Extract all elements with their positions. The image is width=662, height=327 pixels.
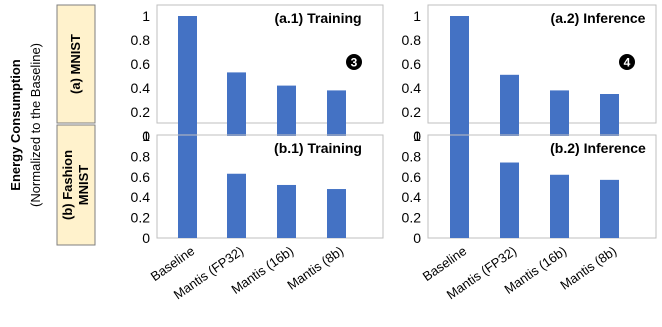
annotation-number: 3 <box>351 56 358 70</box>
y-tick-label: 1 <box>413 128 421 144</box>
y-tick-label: 1 <box>142 8 150 24</box>
bar-baseline <box>450 136 469 238</box>
panel-title: (b.2) Inference <box>550 140 646 156</box>
row-label-line: (b) Fashion <box>60 150 75 220</box>
panel-title: (a.1) Training <box>274 10 361 26</box>
y-tick-label: 0.6 <box>402 56 422 72</box>
bar-baseline <box>178 136 197 238</box>
y-axis-subtitle: (Normalized to the Baseline) <box>28 43 43 207</box>
chart-panel: 0 0.2 0.4 0.6 0.8 1 (a.1) Training 3 <box>131 4 384 144</box>
y-axis-title: Energy Consumption <box>8 59 23 191</box>
panel-border <box>427 4 657 124</box>
bar-mantis-16b <box>550 174 569 238</box>
panel-border <box>156 4 384 124</box>
annotation-marker <box>346 54 362 70</box>
row-label-b-text: (b) FashionMNIST <box>60 150 91 220</box>
bar-mantis-fp32 <box>500 74 519 136</box>
bar-mantis-fp32 <box>500 162 519 238</box>
y-tick-label: 0.6 <box>131 169 151 185</box>
bar-mantis-8b <box>327 189 346 238</box>
panel-title: (b.1) Training <box>274 140 362 156</box>
y-tick-label: 0.8 <box>131 148 151 164</box>
y-tick-label: 0 <box>413 230 421 246</box>
bar-mantis-16b <box>550 90 569 136</box>
x-category-label: Mantis (8b) <box>284 243 346 293</box>
bar-baseline <box>450 16 469 136</box>
panel-border <box>156 134 384 239</box>
bar-mantis-fp32 <box>227 173 246 238</box>
y-tick-label: 0 <box>142 128 150 144</box>
y-tick-label: 0.8 <box>402 32 422 48</box>
row-label-a: (a) MNIST <box>56 4 96 124</box>
chart-panel: 00.20.40.60.81(b.1) TrainingBaselineMant… <box>131 128 384 302</box>
y-tick-label: 1 <box>142 128 150 144</box>
row-label-a-text: (a) MNIST <box>68 34 83 94</box>
y-tick-label: 0.2 <box>131 104 151 120</box>
panel-title: (a.2) Inference <box>551 10 646 26</box>
y-tick-label: 0.6 <box>402 169 422 185</box>
x-category-label: Mantis (8b) <box>557 243 619 293</box>
panel-border <box>427 134 657 239</box>
bar-baseline <box>178 16 197 136</box>
bar-mantis-16b <box>277 184 296 238</box>
y-tick-label: 0 <box>142 230 150 246</box>
row-label-line: MNIST <box>76 165 91 206</box>
y-tick-label: 0.6 <box>131 56 151 72</box>
y-tick-label: 0.8 <box>131 32 151 48</box>
y-tick-label: 0.8 <box>402 148 422 164</box>
row-label-b: (b) FashionMNIST <box>56 124 96 246</box>
y-tick-label: 0.4 <box>402 80 422 96</box>
annotation-marker <box>619 54 635 70</box>
y-tick-label: 0.4 <box>131 80 151 96</box>
y-tick-label: 0.2 <box>402 210 422 226</box>
bar-mantis-fp32 <box>227 72 246 136</box>
annotation-number: 4 <box>624 56 631 70</box>
bar-mantis-8b <box>600 94 619 136</box>
bar-mantis-8b <box>600 179 619 238</box>
y-tick-label: 0.4 <box>131 189 151 205</box>
y-tick-label: 0.2 <box>402 104 422 120</box>
chart-panel: 0 0.2 0.4 0.6 0.8 1 (a.2) Inference 4 <box>402 4 657 144</box>
y-tick-label: 1 <box>413 8 421 24</box>
bar-mantis-16b <box>277 85 296 136</box>
chart-panel: 00.20.40.60.81(b.2) InferenceBaselineMan… <box>402 128 657 302</box>
y-tick-label: 0 <box>413 128 421 144</box>
row-label-line: (a) MNIST <box>68 34 83 94</box>
y-tick-label: 0.4 <box>402 189 422 205</box>
y-tick-label: 0.2 <box>131 210 151 226</box>
bar-mantis-8b <box>327 90 346 136</box>
